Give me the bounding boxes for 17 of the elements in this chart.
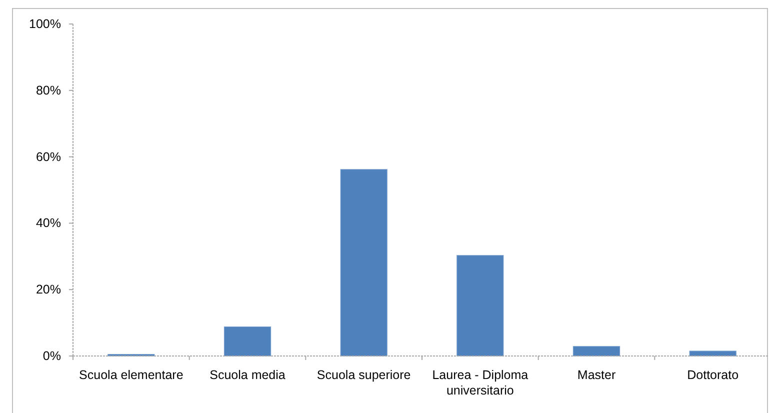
bar — [689, 350, 736, 356]
bar — [224, 326, 272, 356]
x-tick-label: Scuola media — [210, 368, 286, 382]
bar — [340, 169, 388, 356]
y-tick-label: 100% — [29, 17, 61, 31]
bar — [456, 255, 504, 356]
x-tick-label: Master — [577, 368, 616, 382]
x-tick-label: Laurea - Diploma universitario — [432, 368, 528, 398]
x-tick-label: Dottorato — [687, 368, 739, 382]
y-tick-label: 20% — [36, 282, 61, 297]
x-tick-label: Scuola elementare — [79, 368, 184, 382]
y-tick-label: 80% — [36, 83, 61, 98]
y-tick-label: 40% — [36, 216, 61, 230]
x-tick-label: Scuola superiore — [316, 368, 411, 382]
y-tick-label: 0% — [42, 349, 61, 363]
bar — [572, 346, 620, 356]
y-tick-label: 60% — [36, 150, 61, 164]
